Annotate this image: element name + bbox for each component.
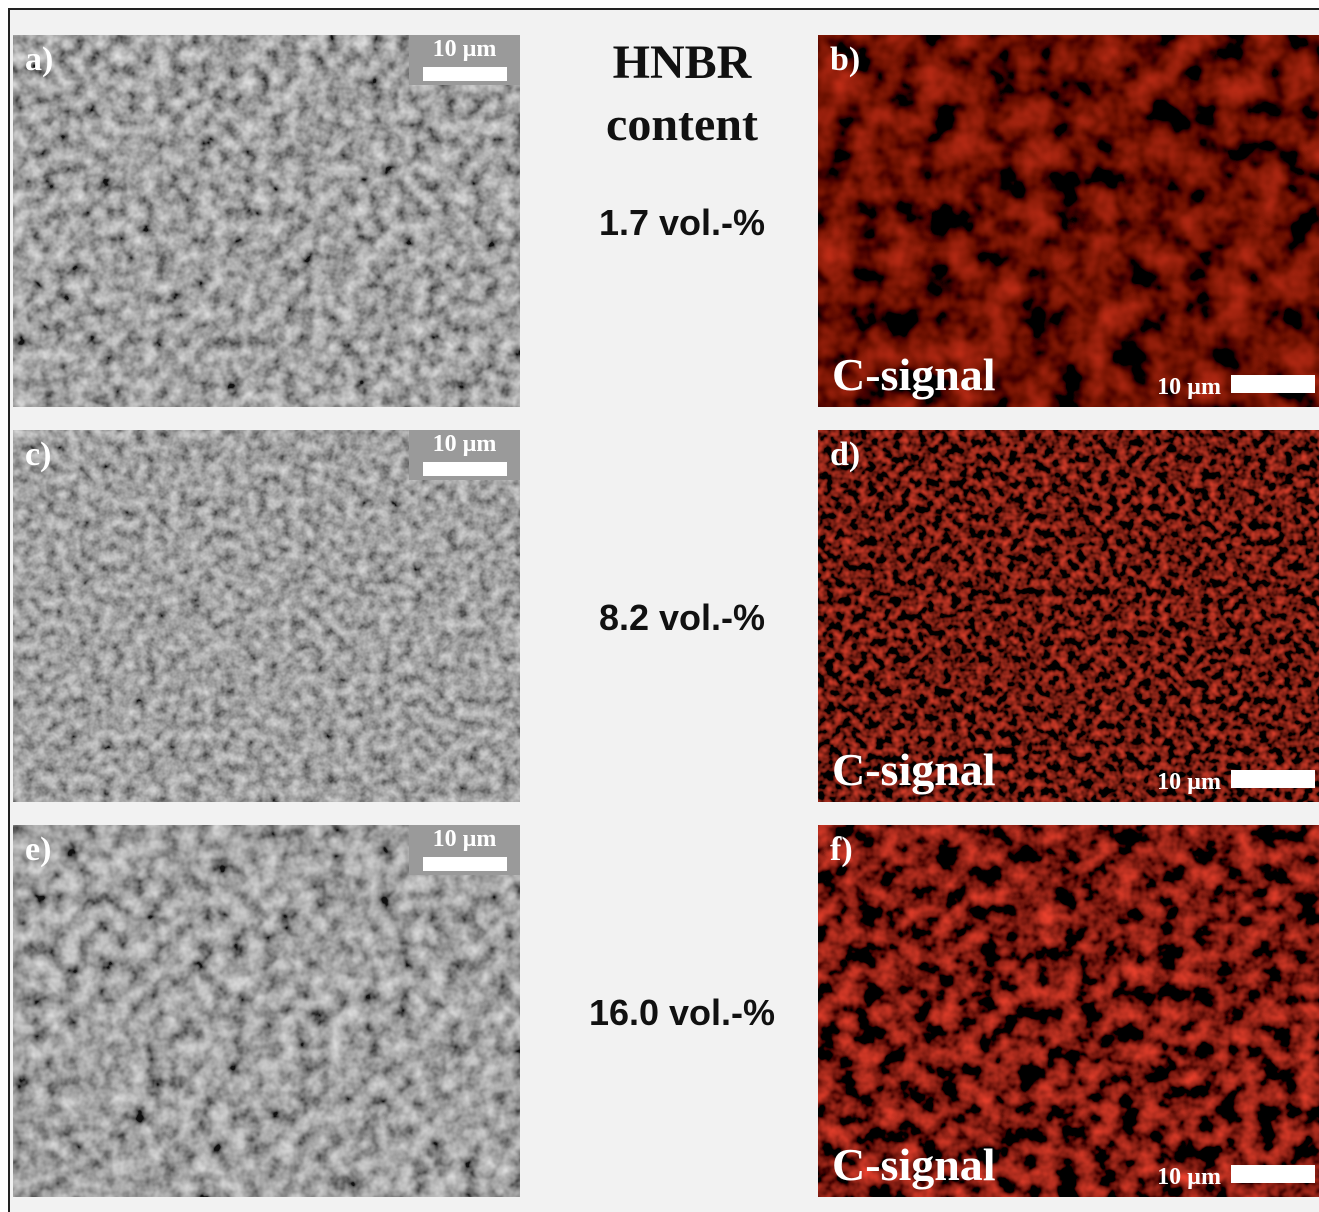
scale-label: 10 µm xyxy=(1157,1164,1221,1191)
sem-texture xyxy=(13,430,520,802)
panel-label: d) xyxy=(830,436,860,474)
scale-line xyxy=(1231,770,1315,788)
scale-bar: 10 µm xyxy=(409,825,520,875)
sem-image: e) 10 µm xyxy=(13,825,520,1197)
panel-label: e) xyxy=(25,831,51,869)
panel-label: c) xyxy=(25,436,51,474)
sem-image: a) 10 µm xyxy=(13,35,520,407)
scale-label: 10 µm xyxy=(409,431,520,458)
scale-bar: 10 µm xyxy=(409,430,520,480)
scale-line xyxy=(423,462,507,476)
scale-line xyxy=(1231,1165,1315,1183)
signal-label: C-signal xyxy=(832,743,996,796)
scale-label: 10 µm xyxy=(409,36,520,63)
scale-bar: 10 µm xyxy=(409,35,520,85)
hnbr-content: 1.7 vol.-% xyxy=(550,202,814,244)
hnbr-content: 8.2 vol.-% xyxy=(550,597,814,639)
scale-line xyxy=(423,67,507,81)
signal-label: C-signal xyxy=(832,1138,996,1191)
signal-label: C-signal xyxy=(832,348,996,401)
scale-label: 10 µm xyxy=(1157,769,1221,796)
panel-label: b) xyxy=(830,41,860,79)
sem-texture xyxy=(13,35,520,407)
scale-label: 10 µm xyxy=(409,826,520,853)
header-title: HNBR content xyxy=(572,32,792,156)
sem-image: c) 10 µm xyxy=(13,430,520,802)
scale-line xyxy=(1231,375,1315,393)
panel-label: f) xyxy=(830,831,853,869)
scale-line xyxy=(423,857,507,871)
figure: HNBR content a) 10 µm 1.7 vol.-% b) C-signal… xyxy=(8,8,1319,1212)
edx-map: b) C-signal 10 µm xyxy=(818,35,1319,407)
edx-map: d) C-signal 10 µm xyxy=(818,430,1319,802)
hnbr-content: 16.0 vol.-% xyxy=(550,992,814,1034)
sem-texture xyxy=(13,825,520,1197)
panel-label: a) xyxy=(25,41,53,79)
scale-label: 10 µm xyxy=(1157,374,1221,401)
edx-map: f) C-signal 10 µm xyxy=(818,825,1319,1197)
